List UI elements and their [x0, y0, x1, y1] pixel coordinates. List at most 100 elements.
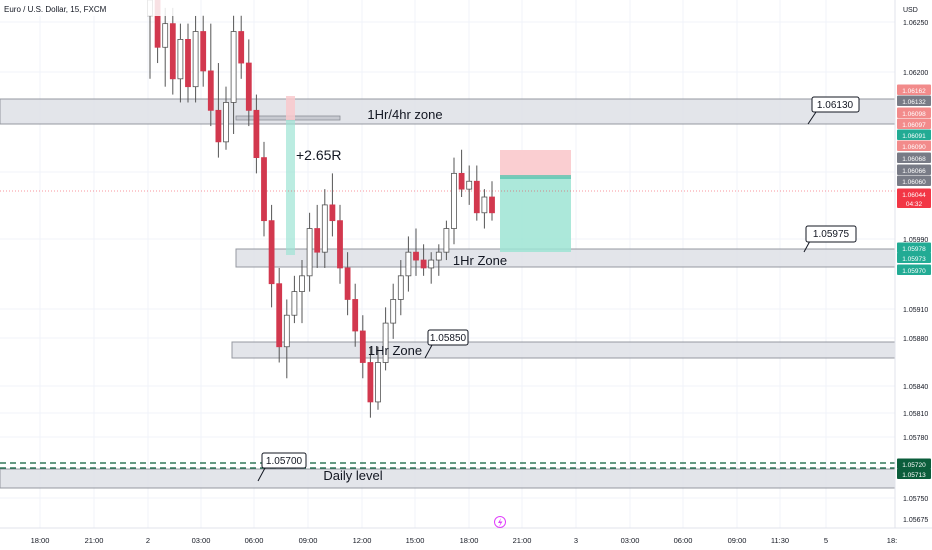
time-label: 18:00 — [31, 536, 50, 545]
price-badge: 1.06090 — [897, 140, 931, 151]
candle — [185, 23, 191, 103]
price-badges: 1.06162 1.06132 1.06098 1.06097 1.06091 1.060… — [897, 84, 931, 479]
price-badge: 1.06162 — [897, 84, 931, 95]
price-ticks: 1.06250 1.06200 1.05990 1.05910 1.05880 1.058… — [903, 20, 928, 524]
candle — [314, 204, 321, 268]
candle — [375, 346, 381, 410]
price-tick: 1.06200 — [903, 70, 928, 77]
time-label: 18: — [887, 536, 897, 545]
price-tick: 1.05910 — [903, 307, 928, 314]
candle — [238, 15, 245, 79]
position-tool[interactable] — [500, 150, 571, 252]
daily-level-lines — [0, 462, 895, 469]
candle — [306, 212, 313, 292]
stop-loss-box — [500, 150, 571, 177]
price-scale[interactable]: USD 1.062501.062001.059901.059101.058801… — [894, 0, 932, 528]
callout-1[interactable]: 1.06130 — [807, 96, 860, 125]
entry-band — [500, 175, 571, 179]
time-label: 03:00 — [192, 536, 211, 545]
currency-label: USD — [903, 7, 918, 14]
candle — [321, 189, 328, 268]
zone-daily — [0, 468, 896, 489]
price-tick: 1.05810 — [903, 411, 928, 418]
callout-3[interactable]: 1.05850 — [424, 329, 469, 359]
callout-2[interactable]: 1.05975 — [803, 225, 857, 253]
svg-text:1.05713: 1.05713 — [902, 472, 926, 479]
candle — [169, 7, 176, 95]
candle — [428, 252, 435, 284]
candle — [420, 244, 427, 276]
time-label: 03:00 — [621, 536, 640, 545]
price-badge: 1.06097 — [897, 118, 931, 129]
price-tick: 1.05840 — [903, 384, 928, 391]
candle — [261, 141, 267, 237]
price-badge: 1.05978 — [897, 242, 931, 253]
candle — [382, 307, 389, 371]
time-label: 3 — [574, 536, 578, 545]
price-badge: 1.06060 — [897, 175, 931, 186]
candle — [443, 220, 450, 261]
callout-4[interactable]: 1.05700 — [257, 452, 307, 482]
candle — [162, 7, 169, 87]
candle — [451, 157, 457, 245]
candle — [390, 283, 397, 339]
price-badge: 1.06066 — [897, 164, 931, 175]
time-labels: 18:00 21:00 2 03:00 06:00 09:00 12:00 15:00 18:0… — [31, 536, 898, 545]
candle — [299, 260, 305, 324]
take-profit-box — [500, 177, 571, 252]
time-label: 18:00 — [460, 536, 479, 545]
price-tick: 1.06250 — [903, 20, 928, 27]
past-trade-stop-box — [286, 96, 295, 120]
time-label: 09:00 — [299, 536, 318, 545]
time-label: 06:00 — [245, 536, 264, 545]
candle — [223, 86, 229, 150]
callout-3-text: 1.05850 — [430, 333, 467, 344]
svg-text:04:32: 04:32 — [906, 201, 923, 208]
price-badge: 1.06098 — [897, 107, 931, 118]
candle — [473, 165, 480, 221]
candle — [276, 267, 283, 363]
past-trade-profit-box — [286, 120, 295, 255]
candle — [435, 244, 442, 276]
candle — [489, 181, 495, 221]
candle — [192, 15, 199, 103]
svg-text:1.05973: 1.05973 — [902, 256, 926, 263]
candle — [481, 189, 488, 229]
candle — [329, 173, 336, 237]
zone-label-daily: Daily level — [323, 468, 382, 483]
candle — [283, 299, 290, 379]
candle — [177, 23, 184, 103]
candle — [458, 149, 465, 198]
zone-label-1hr-4hr: 1Hr/4hr zone — [367, 107, 442, 122]
lightning-icon[interactable] — [494, 516, 506, 528]
time-axis[interactable]: 18:00 21:00 2 03:00 06:00 09:00 12:00 15:00 18:0… — [0, 527, 932, 550]
time-label: 15:00 — [406, 536, 425, 545]
candle — [268, 204, 275, 308]
callout-4-text: 1.05700 — [266, 456, 303, 467]
candle — [352, 283, 359, 347]
svg-text:1.06060: 1.06060 — [902, 179, 926, 186]
rr-annotation: +2.65R — [296, 147, 342, 163]
price-tick: 1.05990 — [903, 237, 928, 244]
price-tick: 1.05880 — [903, 336, 928, 343]
zone-layer — [0, 98, 896, 489]
svg-text:1.05978: 1.05978 — [902, 246, 926, 253]
symbol-title[interactable]: Euro / U.S. Dollar, 15, FXCM — [4, 5, 107, 14]
candle — [207, 23, 214, 127]
zone-label-1hr-upper: 1Hr Zone — [453, 253, 507, 268]
past-trade-tool — [286, 96, 295, 255]
callout-2-text: 1.05975 — [813, 229, 850, 240]
price-badge: 1.06132 — [897, 95, 931, 106]
time-label: 12:00 — [353, 536, 372, 545]
callout-1-text: 1.06130 — [817, 100, 854, 111]
svg-text:1.06162: 1.06162 — [902, 88, 926, 95]
svg-text:1.06090: 1.06090 — [902, 144, 926, 151]
svg-text:1.06098: 1.06098 — [902, 111, 926, 118]
time-label: 2 — [146, 536, 150, 545]
svg-text:1.06068: 1.06068 — [902, 156, 926, 163]
candle — [200, 15, 207, 87]
price-badge: 1.06044 — [897, 188, 931, 199]
price-badge: 1.05970 — [897, 264, 931, 275]
time-label: 06:00 — [674, 536, 693, 545]
